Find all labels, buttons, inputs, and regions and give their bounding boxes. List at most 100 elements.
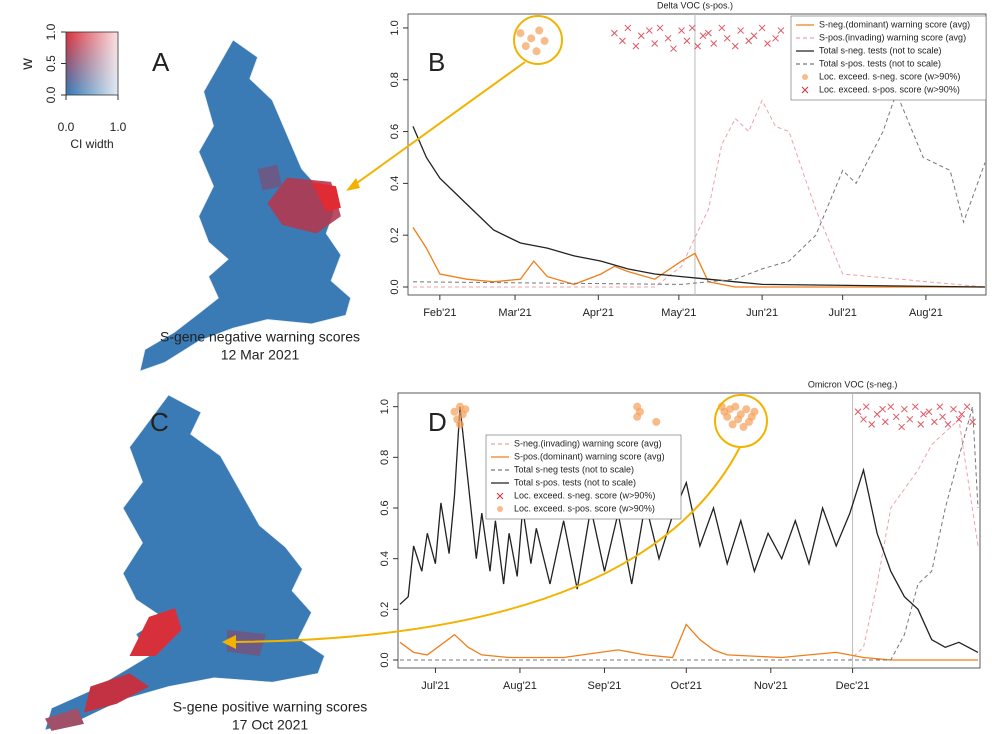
exceed-point bbox=[906, 415, 914, 423]
y-tick-label: 0.0 bbox=[379, 652, 391, 667]
legend-swatch bbox=[801, 86, 809, 94]
x-tick-label: Mar'21 bbox=[498, 307, 531, 319]
exceed-point bbox=[958, 410, 965, 418]
legend-box bbox=[790, 15, 987, 101]
exceed-point bbox=[887, 403, 895, 411]
exceed-point bbox=[521, 42, 530, 51]
x-tick-label: Feb'21 bbox=[423, 307, 456, 319]
legend-box bbox=[485, 434, 682, 520]
exceed-point bbox=[758, 24, 766, 32]
panel-letter: D bbox=[428, 407, 447, 437]
y-tick-label: 0.4 bbox=[389, 176, 401, 191]
exceed-point bbox=[651, 40, 659, 47]
exceed-point bbox=[527, 34, 536, 43]
legend-label: Loc. exceed. s-neg. score (w>90%) bbox=[819, 71, 960, 81]
y-tick-label: 0.2 bbox=[389, 228, 401, 243]
exceed-point bbox=[936, 403, 944, 411]
x-tick-label: Aug'21 bbox=[503, 680, 537, 692]
series-line bbox=[412, 91, 986, 285]
exceed-point bbox=[901, 405, 908, 413]
x-tick-label: Oct'21 bbox=[671, 680, 702, 692]
panel-letter: B bbox=[428, 47, 445, 77]
exceed-point bbox=[516, 29, 525, 38]
y-tick-label: 0.6 bbox=[389, 124, 401, 139]
x-tick-label: Jul'21 bbox=[421, 680, 449, 692]
exceed-point bbox=[737, 27, 744, 34]
plot-frame bbox=[407, 13, 987, 296]
exceed-point bbox=[635, 407, 644, 416]
exceed-point bbox=[723, 412, 732, 421]
highlight bbox=[513, 15, 563, 65]
legend: S-neg.(invading) warning score (avg) S-po… bbox=[485, 434, 682, 520]
line-chart: 0.0 0.2 0.4 0.6 0.8 1.0 Jul'21 Aug'21 Sep'21 Oct'… bbox=[379, 379, 981, 692]
y-tick-label: 0.8 bbox=[389, 72, 401, 87]
arrow bbox=[227, 446, 741, 643]
series-line bbox=[400, 418, 979, 661]
legend-label: Loc. exceed. s-pos. score (w>90%) bbox=[514, 503, 655, 513]
exceed-point bbox=[450, 407, 459, 416]
x-tick-label: Jun'21 bbox=[746, 307, 778, 319]
exceed-point bbox=[731, 402, 740, 411]
exceed-point bbox=[881, 418, 889, 426]
legend-label: Total s-pos. tests (not to scale) bbox=[514, 477, 636, 487]
y-tick-label: 1.0 bbox=[389, 20, 401, 35]
exceed-point bbox=[931, 418, 938, 426]
legend-swatch bbox=[497, 506, 503, 512]
legend-swatch bbox=[496, 492, 504, 500]
colorbar-xlabel: CI width bbox=[70, 137, 113, 151]
exceed-point bbox=[731, 42, 739, 50]
exceed-point bbox=[868, 421, 876, 428]
exceed-point bbox=[652, 417, 661, 426]
series-line bbox=[399, 623, 978, 661]
arrow bbox=[349, 61, 526, 189]
exceed-point bbox=[854, 408, 862, 416]
legend-label: Loc. exceed. s-neg. score (w>90%) bbox=[514, 490, 655, 500]
exceed-point bbox=[540, 36, 549, 45]
exceed-point bbox=[911, 403, 919, 411]
y-tick-label: 0.2 bbox=[379, 602, 391, 617]
exceed-point bbox=[619, 37, 626, 45]
exceed-point bbox=[624, 24, 632, 32]
exceed-point bbox=[718, 24, 726, 32]
y-tick-label: 0.4 bbox=[379, 551, 391, 566]
y-tick-label: 1.0 bbox=[379, 399, 391, 414]
series-line bbox=[400, 406, 979, 661]
exceed-point bbox=[532, 47, 541, 56]
legend: S-neg.(dominant) warning score (avg) S-po… bbox=[790, 15, 987, 101]
x-tick-label: Sep'21 bbox=[588, 680, 622, 692]
exceed-point bbox=[637, 32, 645, 40]
exceed-point bbox=[664, 34, 672, 42]
caption: 17 Oct 2021 bbox=[232, 717, 308, 733]
exceed-point bbox=[611, 29, 618, 37]
legend-label: S-neg.(dominant) warning score (avg) bbox=[819, 19, 970, 29]
exceed-point bbox=[860, 415, 867, 423]
map-a bbox=[139, 39, 352, 372]
x-tick-label: Jul'21 bbox=[828, 307, 856, 319]
exceed-point bbox=[879, 405, 886, 413]
colorbar-tick-label: 1.0 bbox=[44, 23, 58, 40]
panel-letter: A bbox=[152, 47, 170, 77]
colorbar-tick-label: 0.0 bbox=[44, 86, 58, 103]
arrow-head bbox=[346, 178, 360, 191]
map-c bbox=[44, 394, 326, 731]
exceed-point bbox=[656, 24, 664, 32]
exceed-point bbox=[772, 34, 779, 42]
exceed-point bbox=[764, 40, 771, 47]
exceed-point bbox=[694, 42, 702, 50]
highlight bbox=[714, 394, 768, 448]
exceed-point bbox=[688, 24, 696, 32]
exceed-point bbox=[939, 413, 946, 421]
exceed-point bbox=[955, 415, 963, 423]
colorbar-frame bbox=[65, 31, 119, 96]
exceed-point bbox=[535, 26, 544, 35]
exceed-point bbox=[917, 421, 925, 428]
legend-label: S-pos.(invading) warning score (avg) bbox=[819, 32, 966, 42]
exceed-point bbox=[944, 421, 952, 428]
series-line bbox=[412, 227, 985, 288]
exceed-point bbox=[920, 410, 927, 418]
exceed-point bbox=[777, 27, 785, 34]
plot-frame bbox=[397, 392, 981, 669]
x-tick-label: May'21 bbox=[661, 307, 696, 319]
exceed-point bbox=[873, 410, 881, 418]
